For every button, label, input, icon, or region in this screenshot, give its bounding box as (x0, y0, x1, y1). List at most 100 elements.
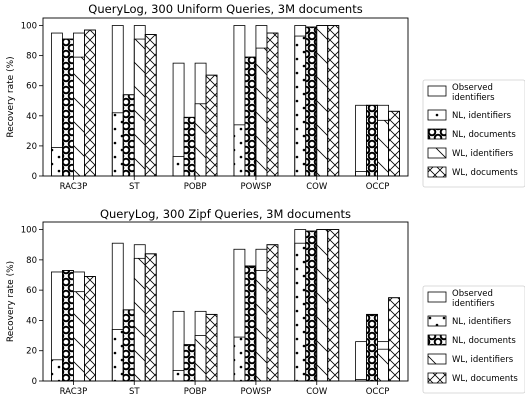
legend-label: WL, documents (452, 374, 518, 384)
bar-rings (62, 38, 74, 177)
legend-label: Observed identifiers (452, 289, 495, 309)
legend-swatch-rings (427, 334, 447, 346)
chart-panel-1: QueryLog, 300 Uniform Queries, 3M docume… (6, 2, 525, 192)
bar-cross (327, 25, 340, 177)
bar-observed (355, 104, 367, 177)
legend-swatch-cross (427, 166, 447, 178)
legend-label: NL, identifiers (452, 111, 512, 121)
bar-rings (305, 230, 318, 382)
legend-label: NL, documents (452, 336, 516, 346)
chart-title: QueryLog, 300 Uniform Queries, 3M docume… (88, 2, 362, 16)
legend-swatch-backslash (427, 147, 447, 159)
legend-swatch-cross (427, 372, 447, 384)
bar-rings (122, 94, 135, 177)
legend-label: WL, identifiers (452, 149, 514, 159)
x-tick-label: COW (306, 387, 328, 397)
legend-label: NL, documents (452, 130, 516, 140)
bar-cross (205, 313, 218, 382)
y-tick-label: 20 (26, 347, 37, 357)
bar-rings (62, 270, 74, 382)
legend: Observed identifiers NL, identifiers NL, do… (422, 79, 525, 188)
bar-cross (144, 34, 157, 177)
bar-dots (111, 112, 124, 177)
bar-backslash (377, 119, 389, 177)
x-tick-label: POBP (184, 182, 207, 192)
x-tick-label: POWSP (241, 387, 272, 397)
x-tick-label: POBP (184, 387, 207, 397)
bar-rings (122, 309, 135, 382)
bar-rings (244, 265, 257, 382)
y-tick-label: 40 (26, 316, 37, 326)
legend-swatch-backslash (427, 353, 447, 365)
bar-backslash (194, 335, 207, 382)
legend-swatch-dots (427, 315, 447, 327)
legend-swatch-none (427, 291, 447, 303)
plot-frame (42, 221, 409, 382)
x-tick-label: ST (129, 387, 140, 397)
bar-dots (111, 329, 124, 382)
chart-panel-2: QueryLog, 300 Zipf Queries, 3M documents… (6, 207, 525, 397)
legend-swatch-none (427, 85, 447, 97)
y-tick-label: 20 (26, 142, 37, 152)
x-tick-label: POWSP (241, 182, 272, 192)
bar-rings (305, 26, 318, 177)
bar-cross (84, 276, 96, 382)
y-axis-label: Recovery rate (%) (6, 56, 16, 137)
bar-cross (84, 29, 96, 177)
bar-dots (51, 147, 63, 177)
legend-label: NL, identifiers (452, 317, 512, 327)
bar-dots (294, 35, 307, 177)
y-tick-label: 100 (21, 22, 37, 32)
y-tick-label: 40 (26, 112, 37, 122)
bar-backslash (255, 47, 268, 177)
bar-cross (266, 32, 279, 177)
legend-label: WL, identifiers (452, 355, 514, 365)
bar-cross (327, 229, 340, 382)
bar-cross (388, 297, 400, 382)
bar-cross (266, 244, 279, 382)
legend-box (422, 79, 525, 188)
bar-dots (233, 124, 246, 177)
y-tick-label: 100 (21, 226, 37, 236)
plot-frame (42, 17, 409, 177)
legend-swatch-rings (427, 128, 447, 140)
bar-backslash (377, 348, 389, 382)
bar-cross (205, 74, 218, 177)
legend: Observed identifiers NL, identifiers NL, do… (422, 285, 525, 394)
bar-backslash (133, 257, 146, 382)
legend-box (422, 285, 525, 394)
bar-backslash (194, 103, 207, 177)
bar-cross (388, 110, 400, 177)
bar-dots (172, 369, 185, 382)
bar-dots (355, 171, 367, 177)
bar-cross (144, 253, 157, 382)
bar-rings (366, 104, 378, 177)
bar-rings (244, 56, 257, 177)
legend-label: WL, documents (452, 168, 518, 178)
y-axis-label: Recovery rate (%) (6, 261, 16, 342)
bar-backslash (133, 38, 146, 177)
bar-dots (294, 242, 307, 382)
bar-backslash (73, 291, 85, 382)
y-tick-label: 0 (32, 377, 37, 387)
bar-backslash (255, 270, 268, 382)
bar-rings (183, 116, 196, 177)
legend-swatch-dots (427, 109, 447, 121)
x-tick-label: ST (129, 182, 140, 192)
bar-observed (355, 341, 367, 382)
bar-dots (172, 156, 185, 177)
x-tick-label: RAC3P (60, 387, 88, 397)
y-tick-label: 80 (26, 256, 37, 266)
bar-backslash (316, 229, 329, 382)
bar-dots (233, 336, 246, 382)
bar-backslash (73, 56, 85, 177)
y-tick-label: 0 (32, 172, 37, 182)
bar-backslash (316, 25, 329, 177)
bar-rings (366, 313, 378, 382)
x-tick-label: OCCP (366, 182, 390, 192)
legend-label: Observed identifiers (452, 83, 495, 103)
y-tick-label: 80 (26, 52, 37, 62)
y-tick-label: 60 (26, 286, 37, 296)
